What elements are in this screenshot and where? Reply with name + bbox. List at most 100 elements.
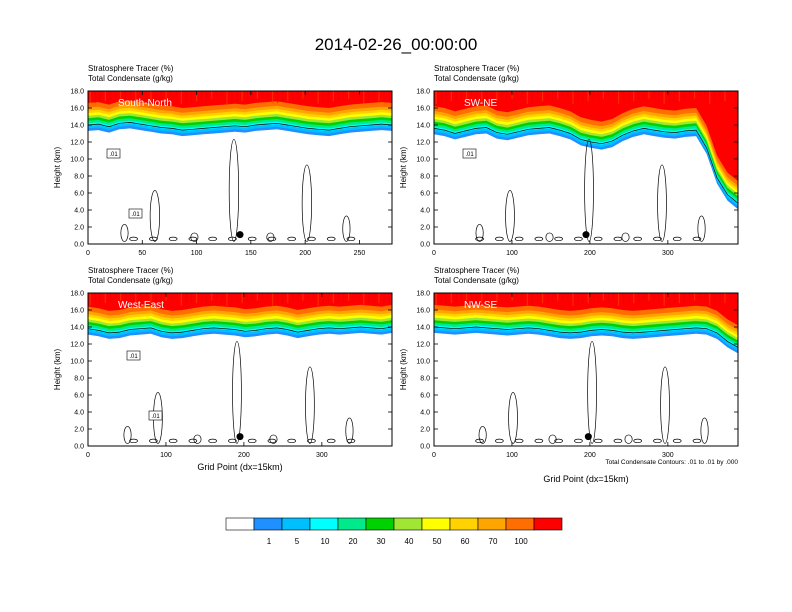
tracer-streak [612,91,615,97]
location-marker [236,433,244,441]
contour-loop [554,236,563,242]
contour-loop [657,164,667,242]
tracer-streak [455,293,457,303]
contour-loop [554,438,563,444]
tracer-streak [471,91,473,98]
contour-loop [149,236,158,242]
contour-loop [478,426,487,444]
y-tick-label: 0.0 [420,242,430,249]
contour-loop [653,438,662,444]
contour-loop [149,438,158,444]
tracer-streak [552,293,554,302]
contour-loop [475,224,484,242]
contour-label-box [128,208,143,219]
tracer-streak [353,91,355,98]
tracer-streak [277,91,279,103]
y-tick-label: 10.0 [416,359,430,366]
plot-area: NW-SE 0.0 2.0 4.0 6.0 8.0 10.0 12.0 14.0 16.0 18.0… [399,291,739,459]
tracer-streak [271,293,274,306]
tracer-streak [719,91,721,103]
tracer-streak [251,293,253,302]
tracer-streak [312,293,314,299]
colorbar-label: 5 [295,537,300,546]
tracer-streak [572,91,574,104]
tracer-streak [668,91,670,103]
tracer-streak [623,293,625,305]
tracer-streak [109,293,111,303]
tracer-streak [175,91,177,97]
x-tick-label: 300 [662,250,674,257]
tracer-streak [688,293,691,302]
tracer-streak [536,91,539,103]
tracer-streak [241,293,243,304]
tracer-streak [729,293,731,303]
tracer-streak [160,91,162,100]
y-tick-label: 6.0 [420,393,430,400]
contour-loop [267,236,277,242]
tracer-streak [597,91,599,100]
tracer-streak [292,91,294,101]
contour-loop [326,438,336,444]
plot-frame [87,292,393,447]
contour-loop [287,236,297,242]
tracer-streak [145,91,147,103]
tracer-streak [597,293,599,302]
tracer-streak [119,293,122,301]
tracer-streak [135,91,137,104]
tracer-streak [531,91,533,103]
tracer-streak [317,293,319,306]
tracer-streak [94,293,96,305]
tracer-streak [663,293,665,306]
tracer-streak [653,293,655,300]
tracer-streak [175,293,177,299]
y-tick-label: 10.0 [70,359,84,366]
plot-area: .01 SW-NE 0.0 2.0 4.0 6.0 8.0 10.0 12.0 14.0 16.0 1… [399,89,739,257]
tracer-streak [557,293,559,301]
tracer-streak [572,293,574,306]
tracer-streak [455,91,457,101]
y-tick-label: 4.0 [420,410,430,417]
y-tick-label: 18.0 [70,89,84,96]
tracer-streak [719,293,721,305]
tracer-streak [658,293,660,299]
contour-loop [514,438,524,444]
tracer-streak [119,91,122,99]
tracer-streak [547,91,549,101]
colorbar-swatch [253,517,283,531]
location-marker [584,433,592,441]
tracer-streak [602,91,604,99]
contour-line [88,122,392,131]
tracer-streak [165,91,167,99]
tracer-streak [557,91,559,99]
colorbar-label: 60 [461,537,470,546]
contour-loop [228,438,237,444]
tracer-streak [125,91,127,98]
tracer-streak [491,91,493,103]
tracer-streak [612,293,615,299]
tracer-streak [445,91,447,103]
x-tick-label: 0 [86,250,90,257]
x-tick-label: 100 [506,452,518,459]
tracer-streak [531,293,533,305]
contour-loop [188,438,198,444]
x-tick-label: 300 [316,452,328,459]
y-tick-label: 8.0 [74,376,84,383]
tracer-streak [724,293,726,304]
y-tick-label: 8.0 [74,174,84,181]
tracer-streak [170,91,172,98]
tracer-streak [562,293,564,300]
tracer-streak [206,293,208,302]
tracer-streak [114,91,117,100]
contour-loop [247,438,257,444]
tracer-streak [638,91,640,101]
contour-line [88,326,392,334]
contour-loop [208,438,217,444]
tracer-streak [673,91,675,103]
contour-loop [613,438,623,444]
tracer-streak [628,293,630,305]
tracer-band [88,91,392,108]
condensate-contours [88,326,392,444]
contour-loop [508,392,518,444]
tracer-streak [633,293,635,304]
tracer-streak [450,293,452,304]
